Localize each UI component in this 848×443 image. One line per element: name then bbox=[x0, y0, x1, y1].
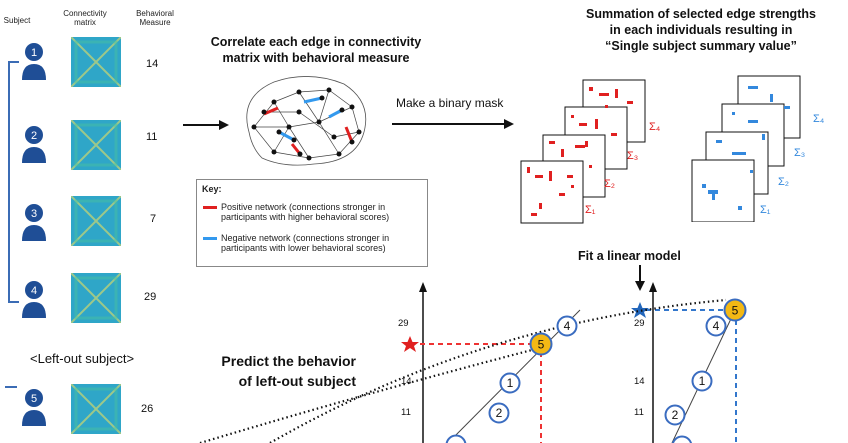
behavioral-value-3: 7 bbox=[150, 213, 157, 225]
connectivity-matrix-4 bbox=[71, 273, 121, 323]
arrow-to-mask bbox=[392, 119, 514, 129]
svg-text:4: 4 bbox=[564, 319, 571, 333]
left-out-dash bbox=[5, 386, 17, 388]
sigma-blue-4: Σ₄ bbox=[813, 113, 825, 125]
legend-key-title: Key: bbox=[202, 184, 222, 194]
right-point-4: 4 bbox=[705, 315, 727, 337]
right-point-5-highlighted: 5 bbox=[723, 298, 747, 322]
left-out-subject-label: <Left-out subject> bbox=[30, 351, 135, 366]
left-point-4: 4 bbox=[556, 315, 578, 337]
step-sum-title: Summation of selected edge strengths in … bbox=[586, 7, 816, 53]
left-tick-29: 29 bbox=[398, 318, 409, 329]
blue-mask-stack bbox=[691, 75, 801, 222]
svg-text:4: 4 bbox=[713, 319, 720, 333]
arrow-to-correlate bbox=[183, 120, 229, 130]
connectivity-matrix-3 bbox=[71, 196, 121, 246]
dotted-arrow-upper bbox=[269, 298, 727, 443]
right-tick-29: 29 bbox=[634, 318, 645, 329]
svg-text:5: 5 bbox=[31, 393, 37, 405]
sigma-red-3: Σ₃ bbox=[627, 150, 639, 162]
sigma-red-1: Σ₁ bbox=[585, 204, 596, 216]
subject-bracket bbox=[8, 61, 19, 303]
connectivity-matrix-5 bbox=[71, 384, 121, 434]
subject-2-icon: 2 bbox=[20, 125, 48, 170]
left-tick-11: 11 bbox=[401, 407, 411, 418]
red-star-icon bbox=[401, 336, 419, 352]
connectivity-matrix-1 bbox=[71, 37, 121, 87]
svg-text:1: 1 bbox=[507, 376, 514, 390]
sigma-red-4: Σ₄ bbox=[649, 121, 661, 133]
connectivity-matrix-header: Connectivity matrix bbox=[63, 9, 107, 27]
sigma-red-2: Σ₂ bbox=[604, 178, 616, 190]
left-point-5-highlighted: 5 bbox=[529, 332, 553, 356]
svg-text:3: 3 bbox=[31, 208, 37, 220]
regression-plots bbox=[199, 282, 739, 443]
left-tick-14: 14 bbox=[401, 376, 412, 387]
legend-negative-swatch bbox=[203, 237, 217, 240]
left-point-1: 1 bbox=[499, 372, 521, 394]
step-mask-label: Make a binary mask bbox=[396, 96, 504, 110]
behavioral-measure-header: Behavioral Measure bbox=[136, 9, 174, 27]
svg-text:1: 1 bbox=[699, 374, 706, 388]
subject-3-icon: 3 bbox=[20, 203, 48, 248]
right-tick-14: 14 bbox=[634, 376, 645, 387]
right-tick-11: 11 bbox=[634, 407, 644, 418]
svg-text:5: 5 bbox=[732, 304, 739, 318]
sigma-blue-2: Σ₂ bbox=[778, 176, 790, 188]
connectivity-matrix-2 bbox=[71, 120, 121, 170]
sigma-blue-3: Σ₃ bbox=[794, 147, 806, 159]
left-point-partial bbox=[445, 434, 467, 443]
legend-key-box: Key: Positive network (connections stron… bbox=[196, 179, 428, 267]
svg-text:5: 5 bbox=[538, 338, 545, 352]
step-fit-label: Fit a linear model bbox=[578, 249, 681, 263]
right-point-partial bbox=[671, 435, 693, 443]
legend-positive-text: Positive network (connections stronger i… bbox=[221, 202, 390, 222]
subject-header: Subject bbox=[3, 16, 31, 25]
svg-text:2: 2 bbox=[496, 406, 503, 420]
blue-star-icon bbox=[631, 302, 649, 318]
subject-1-number: 1 bbox=[31, 47, 37, 59]
sigma-blue-1: Σ₁ bbox=[760, 204, 771, 216]
subject-5-icon: 5 bbox=[20, 388, 48, 433]
brain-network-graph bbox=[246, 76, 367, 166]
behavioral-value-2: 11 bbox=[146, 131, 158, 143]
behavioral-value-1: 14 bbox=[146, 58, 159, 70]
left-point-2: 2 bbox=[488, 402, 510, 424]
step-predict-label: Predict the behavior of left-out subject bbox=[221, 353, 356, 389]
subject-1-icon: 1 bbox=[20, 42, 48, 87]
svg-text:4: 4 bbox=[31, 285, 37, 297]
behavioral-value-5: 26 bbox=[141, 403, 154, 415]
right-point-2: 2 bbox=[664, 404, 686, 426]
right-point-1: 1 bbox=[691, 370, 713, 392]
svg-text:2: 2 bbox=[31, 130, 37, 142]
red-mask-stack bbox=[520, 79, 646, 224]
legend-negative-text: Negative network (connections stronger i… bbox=[221, 233, 390, 253]
arrow-to-fit bbox=[635, 265, 645, 291]
legend-positive-swatch bbox=[203, 206, 217, 209]
subject-4-icon: 4 bbox=[20, 280, 48, 325]
behavioral-value-4: 29 bbox=[144, 291, 157, 303]
svg-text:2: 2 bbox=[672, 408, 679, 422]
step-correlate-title: Correlate each edge in connectivity matr… bbox=[210, 35, 422, 65]
dotted-arrow-lower bbox=[199, 348, 533, 443]
